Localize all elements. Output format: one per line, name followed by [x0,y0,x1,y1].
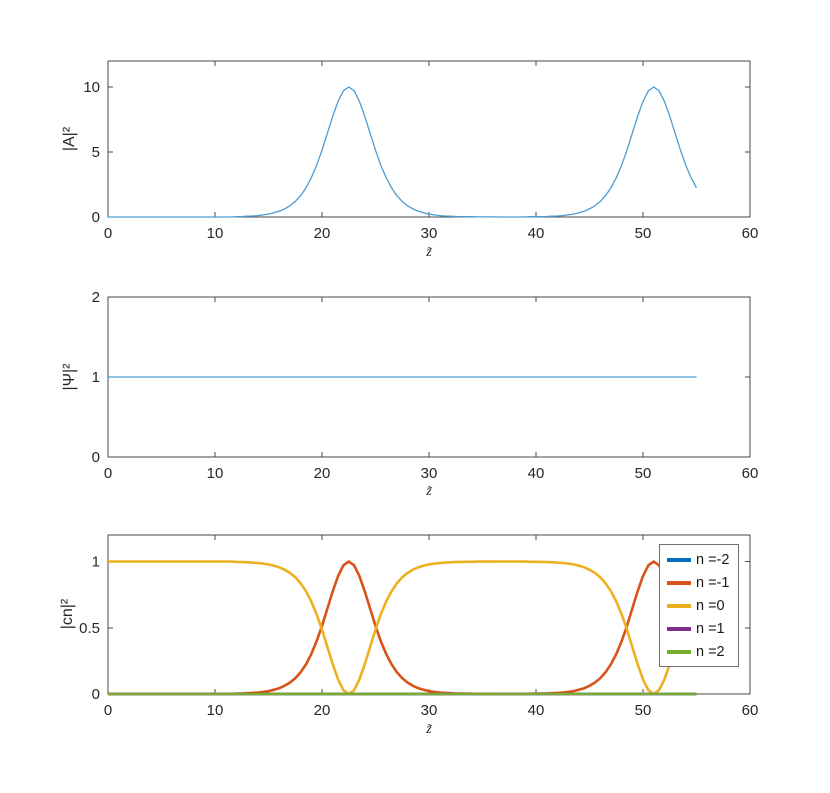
x-tick-label: 50 [635,465,652,482]
x-tick-label: 40 [528,465,545,482]
legend-label: n =-1 [696,574,730,591]
x-tick-label: 60 [742,465,759,482]
x-tick-label: 30 [421,225,438,242]
x-tick-label: 50 [635,225,652,242]
y-tick-label: 1 [92,554,100,571]
legend-label: n =1 [696,620,725,637]
series-line-|A|^2 [108,86,698,218]
subplot-a-squared: 0 10 20 30 40 50 60 0 5 10 [83,60,759,242]
legend-item: n =0 [667,597,734,614]
legend-item: n =1 [667,620,734,637]
x-tick-label: 10 [207,702,224,719]
y-tick-label: 2 [92,289,100,306]
y-tick-label: 0 [92,686,100,703]
axes-box [107,60,751,218]
legend-line-swatch-red [667,580,691,585]
legend-label: n =2 [696,643,725,660]
x-tick-label: 0 [104,702,112,719]
x-tick-label: 10 [207,225,224,242]
x-tick-label: 0 [104,225,112,242]
series-line-n =0 [108,560,698,696]
legend-line-swatch-blue [667,557,691,562]
legend-label: n =-2 [696,551,730,568]
legend-item: n =-1 [667,574,734,591]
x-tick-label: 30 [421,465,438,482]
y-tick-label: 0 [92,209,100,226]
ylabel-a-squared: |A|² [61,126,78,152]
xlabel-z-bottom: z̃ [426,722,432,737]
xlabel-z-top: z̃ [426,245,432,260]
y-tick-label: 10 [83,79,100,96]
xlabel-z-middle: z̃ [426,484,432,499]
legend-box: n =-2 n =-1 n =0 n =1 n =2 [659,544,739,667]
x-tick-label: 40 [528,702,545,719]
x-tick-label: 20 [314,225,331,242]
legend-item: n =2 [667,643,734,660]
axes-box [107,534,751,695]
subplot-cn-squared: 0 10 20 30 40 50 60 0 0.5 1 [79,534,759,719]
legend-label: n =0 [696,597,725,614]
legend-line-swatch-green [667,649,691,654]
ylabel-cn-squared: |cn|² [59,598,76,630]
x-tick-label: 20 [314,702,331,719]
legend-item: n =-2 [667,551,734,568]
subplot-psi-squared: 0 10 20 30 40 50 60 0 1 2 [92,289,759,482]
ylabel-psi-squared: |Ψ|² [61,363,78,391]
y-tick-label: 5 [92,144,100,161]
x-tick-label: 10 [207,465,224,482]
x-tick-label: 60 [742,702,759,719]
x-tick-label: 50 [635,702,652,719]
x-tick-label: 60 [742,225,759,242]
x-tick-label: 40 [528,225,545,242]
x-tick-label: 20 [314,465,331,482]
y-tick-label: 0.5 [79,620,100,637]
series-line-n =-1 [108,560,698,696]
legend-line-swatch-yellow [667,603,691,608]
x-tick-label: 0 [104,465,112,482]
legend-line-swatch-purple [667,626,691,631]
y-tick-label: 1 [92,369,100,386]
x-tick-label: 30 [421,702,438,719]
y-tick-label: 0 [92,449,100,466]
